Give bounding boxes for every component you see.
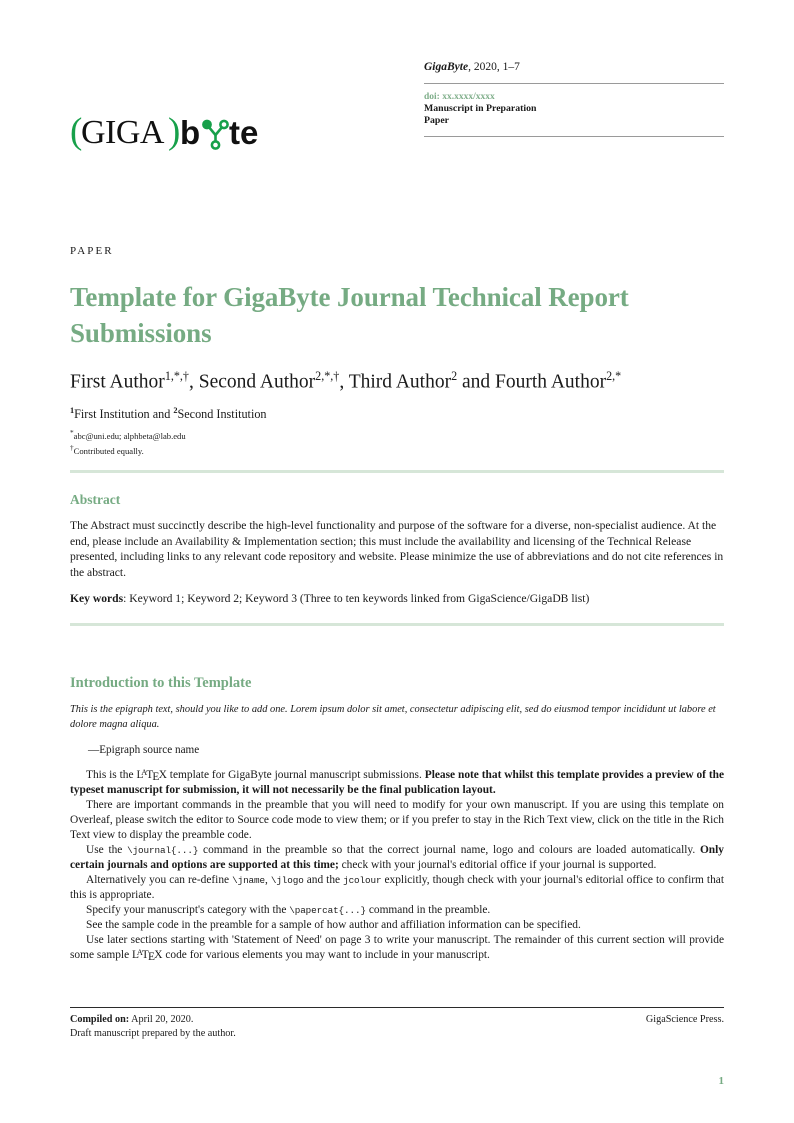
paper-category: PAPER — [70, 245, 114, 257]
abstract-body: The Abstract must succinctly describe th… — [70, 519, 724, 579]
manuscript-type: Paper — [424, 115, 450, 127]
paragraph-6: See the sample code in the preamble for … — [86, 919, 581, 931]
svg-text:): ) — [168, 111, 180, 152]
code-jname: \jname — [232, 875, 265, 886]
latex-logo: LATEX — [136, 768, 167, 784]
paragraph-5: Specify your manuscript's category with … — [86, 904, 491, 916]
footer-rule — [70, 1007, 724, 1008]
keywords-line: Key words: Keyword 1; Keyword 2; Keyword… — [70, 591, 724, 607]
abstract-rule-top — [70, 470, 724, 474]
author-list: First Author1,*,†, Second Author2,*,†, T… — [70, 369, 622, 393]
keywords-label: Key words — [70, 592, 124, 605]
abstract-heading: Abstract — [70, 492, 121, 507]
latex-logo-2: LATEX — [132, 948, 163, 964]
meta-rule-top — [424, 83, 724, 84]
footer-left: Compiled on: April 20, 2020. Draft manus… — [70, 1013, 236, 1041]
paragraph-3: Use the \journal{...} command in the pre… — [70, 844, 724, 871]
gigabyte-logo-svg: ( GIGA ) b te — [70, 111, 258, 152]
svg-text:te: te — [229, 114, 258, 151]
journal-name: GigaByte — [424, 61, 469, 73]
svg-text:(: ( — [70, 111, 82, 152]
section-body: This is the LATEX template for GigaByte … — [70, 768, 724, 963]
doi-text: doi: xx.xxxx/xxxx — [424, 92, 495, 102]
keywords-value: : Keyword 1; Keyword 2; Keyword 3 (Three… — [123, 592, 590, 605]
journal-volume-pages: , 2020, 1–7 — [468, 61, 520, 73]
svg-text:GIGA: GIGA — [81, 114, 165, 151]
epigraph-text: This is the epigraph text, should you li… — [70, 704, 716, 730]
meta-body: doi: xx.xxxx/xxxx Manuscript in Preparat… — [424, 84, 724, 136]
manuscript-status: Manuscript in Preparation — [424, 103, 537, 114]
author-footnotes: *abc@uni.edu; alphbeta@lab.edu †Contribu… — [70, 427, 186, 458]
journal-citation: GigaByte, 2020, 1–7 — [424, 60, 724, 83]
compiled-on-label: Compiled on: — [70, 1014, 130, 1025]
compiled-on-line: Compiled on: April 20, 2020. — [70, 1013, 236, 1027]
page-number: 1 — [718, 1075, 725, 1087]
code-jcolour: jcolour — [343, 875, 382, 886]
page-title: Template for GigaByte Journal Technical … — [70, 282, 629, 348]
draft-note: Draft manuscript prepared by the author. — [70, 1028, 236, 1039]
paragraph-4: Alternatively you can re-define \jname, … — [70, 874, 724, 901]
meta-rule-bottom — [424, 135, 724, 137]
footnote-equal-contribution: †Contributed equally. — [70, 443, 144, 457]
paragraph-7: Use later sections starting with 'Statem… — [70, 934, 724, 964]
footnote-corresponding: *abc@uni.edu; alphbeta@lab.edu — [70, 428, 186, 441]
affiliation-list: 1First Institution and 2Second Instituti… — [70, 406, 267, 422]
code-papercat-command: \papercat{...} — [289, 905, 366, 916]
footer-publisher: GigaScience Press. — [645, 1014, 724, 1025]
section-heading-introduction: Introduction to this Template — [70, 675, 252, 691]
journal-meta: GigaByte, 2020, 1–7 doi: xx.xxxx/xxxx Ma… — [424, 60, 724, 137]
epigraph-source: —Epigraph source name — [88, 744, 200, 756]
gigabyte-logo: ( GIGA ) b te — [70, 110, 265, 156]
paragraph-1: This is the LATEX template for GigaByte … — [70, 768, 725, 796]
compiled-on-date: April 20, 2020. — [129, 1014, 194, 1025]
code-journal-command: \journal{...} — [127, 845, 199, 856]
code-jlogo: \jlogo — [270, 875, 304, 886]
svg-text:b: b — [180, 114, 200, 151]
paragraph-2: There are important commands in the prea… — [70, 799, 724, 841]
page-header: ( GIGA ) b te GigaByte, 2020, 1–7 — [70, 60, 724, 170]
abstract-rule-bottom — [70, 623, 724, 627]
